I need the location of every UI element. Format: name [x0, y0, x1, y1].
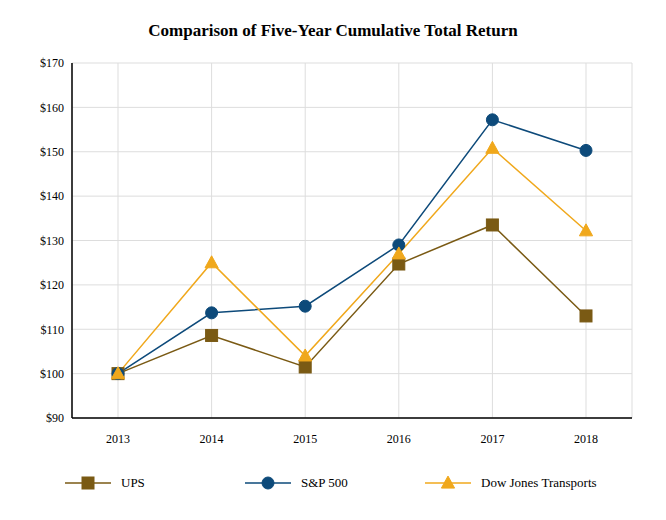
- svg-text:$90: $90: [46, 411, 64, 425]
- svg-text:$170: $170: [40, 56, 64, 70]
- html-text:S&P 500: S&P 500: [301, 475, 348, 490]
- svg-text:$150: $150: [40, 145, 64, 159]
- svg-text:$140: $140: [40, 189, 64, 203]
- svg-text:2016: 2016: [387, 432, 411, 446]
- svg-text:2018: 2018: [574, 432, 598, 446]
- svg-text:2017: 2017: [480, 432, 504, 446]
- svg-text:2014: 2014: [200, 432, 224, 446]
- html-text:Dow Jones Transports: Dow Jones Transports: [481, 475, 597, 490]
- svg-text:2015: 2015: [293, 432, 317, 446]
- svg-text:$120: $120: [40, 278, 64, 292]
- svg-text:$110: $110: [40, 323, 64, 337]
- html-text:UPS: UPS: [121, 475, 145, 490]
- html-text:Comparison of Five-Year Cumula: Comparison of Five-Year Cumulative Total…: [148, 20, 518, 40]
- svg-text:$100: $100: [40, 367, 64, 381]
- svg-text:$130: $130: [40, 234, 64, 248]
- svg-text:$160: $160: [40, 101, 64, 115]
- svg-text:2013: 2013: [106, 432, 130, 446]
